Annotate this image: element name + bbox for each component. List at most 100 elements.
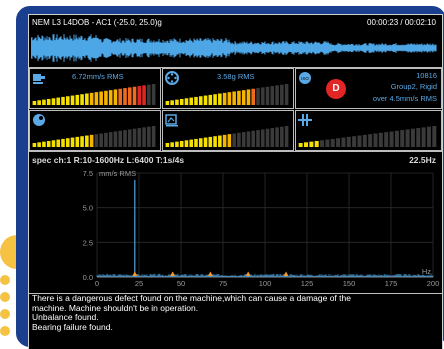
iso-panel[interactable]: ISO D 10816 Group2, Rigid over 4.5mm/s R… <box>295 68 442 109</box>
x-tick-label: 75 <box>219 279 227 288</box>
unbalance-bargraph <box>32 126 156 147</box>
level-segment <box>99 91 103 105</box>
level-segment <box>165 143 170 147</box>
spectrum-chart: 0 25 50 75 100 125 150 175 200 7.5 5.0 2.5 0.0 mm/s R… <box>83 169 440 288</box>
message-line: There is a dangerous defect found on the… <box>32 293 351 303</box>
level-segment <box>137 128 142 147</box>
level-segment <box>275 85 279 105</box>
misalignment-panel[interactable] <box>295 110 442 151</box>
level-segment <box>241 132 246 147</box>
level-segment <box>227 92 232 105</box>
level-segment <box>151 126 156 147</box>
x-tick-label: 150 <box>343 279 356 288</box>
x-tick-label: 175 <box>385 279 398 288</box>
level-segment <box>384 132 389 147</box>
level-segment <box>123 88 127 105</box>
level-segment <box>362 134 367 147</box>
acceleration-panel[interactable]: 3.58g RMS <box>162 68 294 109</box>
level-segment <box>394 130 399 147</box>
level-segment <box>118 88 123 105</box>
level-segment <box>42 99 46 105</box>
x-tick-label: 125 <box>301 279 314 288</box>
level-segment <box>151 84 156 105</box>
level-segment <box>346 136 351 147</box>
gauge-icon <box>165 114 178 127</box>
level-segment <box>416 128 421 147</box>
level-segment <box>108 90 113 105</box>
level-segment <box>194 138 198 147</box>
level-segment <box>260 129 265 147</box>
level-segment <box>104 132 108 147</box>
level-segment <box>80 94 84 105</box>
level-segment <box>213 136 217 147</box>
level-segment <box>314 140 319 147</box>
level-segment <box>184 98 189 105</box>
level-segment <box>184 140 189 147</box>
iso-threshold: over 4.5mm/s RMS <box>372 94 437 103</box>
looseness-panel[interactable] <box>162 110 294 151</box>
unbalance-panel[interactable] <box>29 110 161 151</box>
level-segment <box>232 133 236 147</box>
level-segment <box>175 141 179 147</box>
level-segment <box>336 138 341 147</box>
playback-time: 00:00:23 / 00:02:10 <box>367 18 436 27</box>
velocity-panel[interactable]: 6.72mm/s RMS <box>29 68 161 109</box>
waveform-header[interactable]: NEM L3 L4DOB - AC1 (-25.0, 25.0)g 00:00:… <box>29 15 442 68</box>
level-segment <box>208 94 213 105</box>
waveform-trace <box>31 34 437 62</box>
y-tick-label: 0.0 <box>83 273 93 282</box>
decoration-dot <box>0 292 10 302</box>
level-segment <box>208 136 213 147</box>
level-segment <box>304 142 309 147</box>
level-segment <box>189 97 194 105</box>
spectrum-panel[interactable]: spec ch:1 R:10-1600Hz L:6400 T:1s/4s 22.… <box>29 151 442 292</box>
x-tick-label: 25 <box>135 279 143 288</box>
level-segment <box>108 132 113 147</box>
channel-title: NEM L3 L4DOB - AC1 (-25.0, 25.0)g <box>32 18 162 27</box>
level-segment <box>325 139 330 147</box>
level-segment <box>218 135 222 147</box>
level-segment <box>198 96 203 105</box>
level-segment <box>137 86 142 105</box>
level-segment <box>118 130 123 147</box>
device-frame: NEM L3 L4DOB - AC1 (-25.0, 25.0)g 00:00:… <box>16 6 444 349</box>
level-segment <box>61 138 65 147</box>
level-segment <box>42 141 46 147</box>
harmonic-marker <box>283 271 289 276</box>
velocity-bargraph <box>32 84 156 105</box>
level-segment <box>179 98 184 105</box>
level-segment <box>213 94 217 105</box>
y-unit-label: mm/s RMS <box>99 169 136 178</box>
level-segment <box>70 137 75 147</box>
level-segment <box>357 135 362 147</box>
misalignment-icon <box>298 114 312 126</box>
x-tick-label: 0 <box>95 279 99 288</box>
level-segment <box>426 126 431 147</box>
level-segment <box>99 133 103 147</box>
level-segment <box>260 87 265 105</box>
level-segment <box>421 127 426 147</box>
level-segment <box>142 85 146 105</box>
level-segment <box>237 90 241 105</box>
level-segment <box>132 86 137 105</box>
level-segment <box>373 133 378 147</box>
level-segment <box>378 132 383 147</box>
level-segment <box>113 89 118 105</box>
velocity-value: 6.72mm/s RMS <box>72 72 124 81</box>
level-segment <box>237 132 241 147</box>
message-line: Bearing failure found. <box>32 321 113 332</box>
level-segment <box>432 126 437 147</box>
running-frequency: 22.5Hz <box>409 155 436 165</box>
level-segment <box>241 90 246 105</box>
harmonic-marker <box>170 271 176 276</box>
x-unit-label: Hz <box>422 267 431 276</box>
level-segment <box>170 100 174 105</box>
level-segment <box>222 92 227 105</box>
level-segment <box>123 130 127 147</box>
level-segment <box>37 142 41 147</box>
level-segment <box>175 99 179 105</box>
level-segment <box>227 134 232 147</box>
level-segment <box>410 128 415 147</box>
level-segment <box>85 93 89 105</box>
x-tick-label: 200 <box>427 279 440 288</box>
